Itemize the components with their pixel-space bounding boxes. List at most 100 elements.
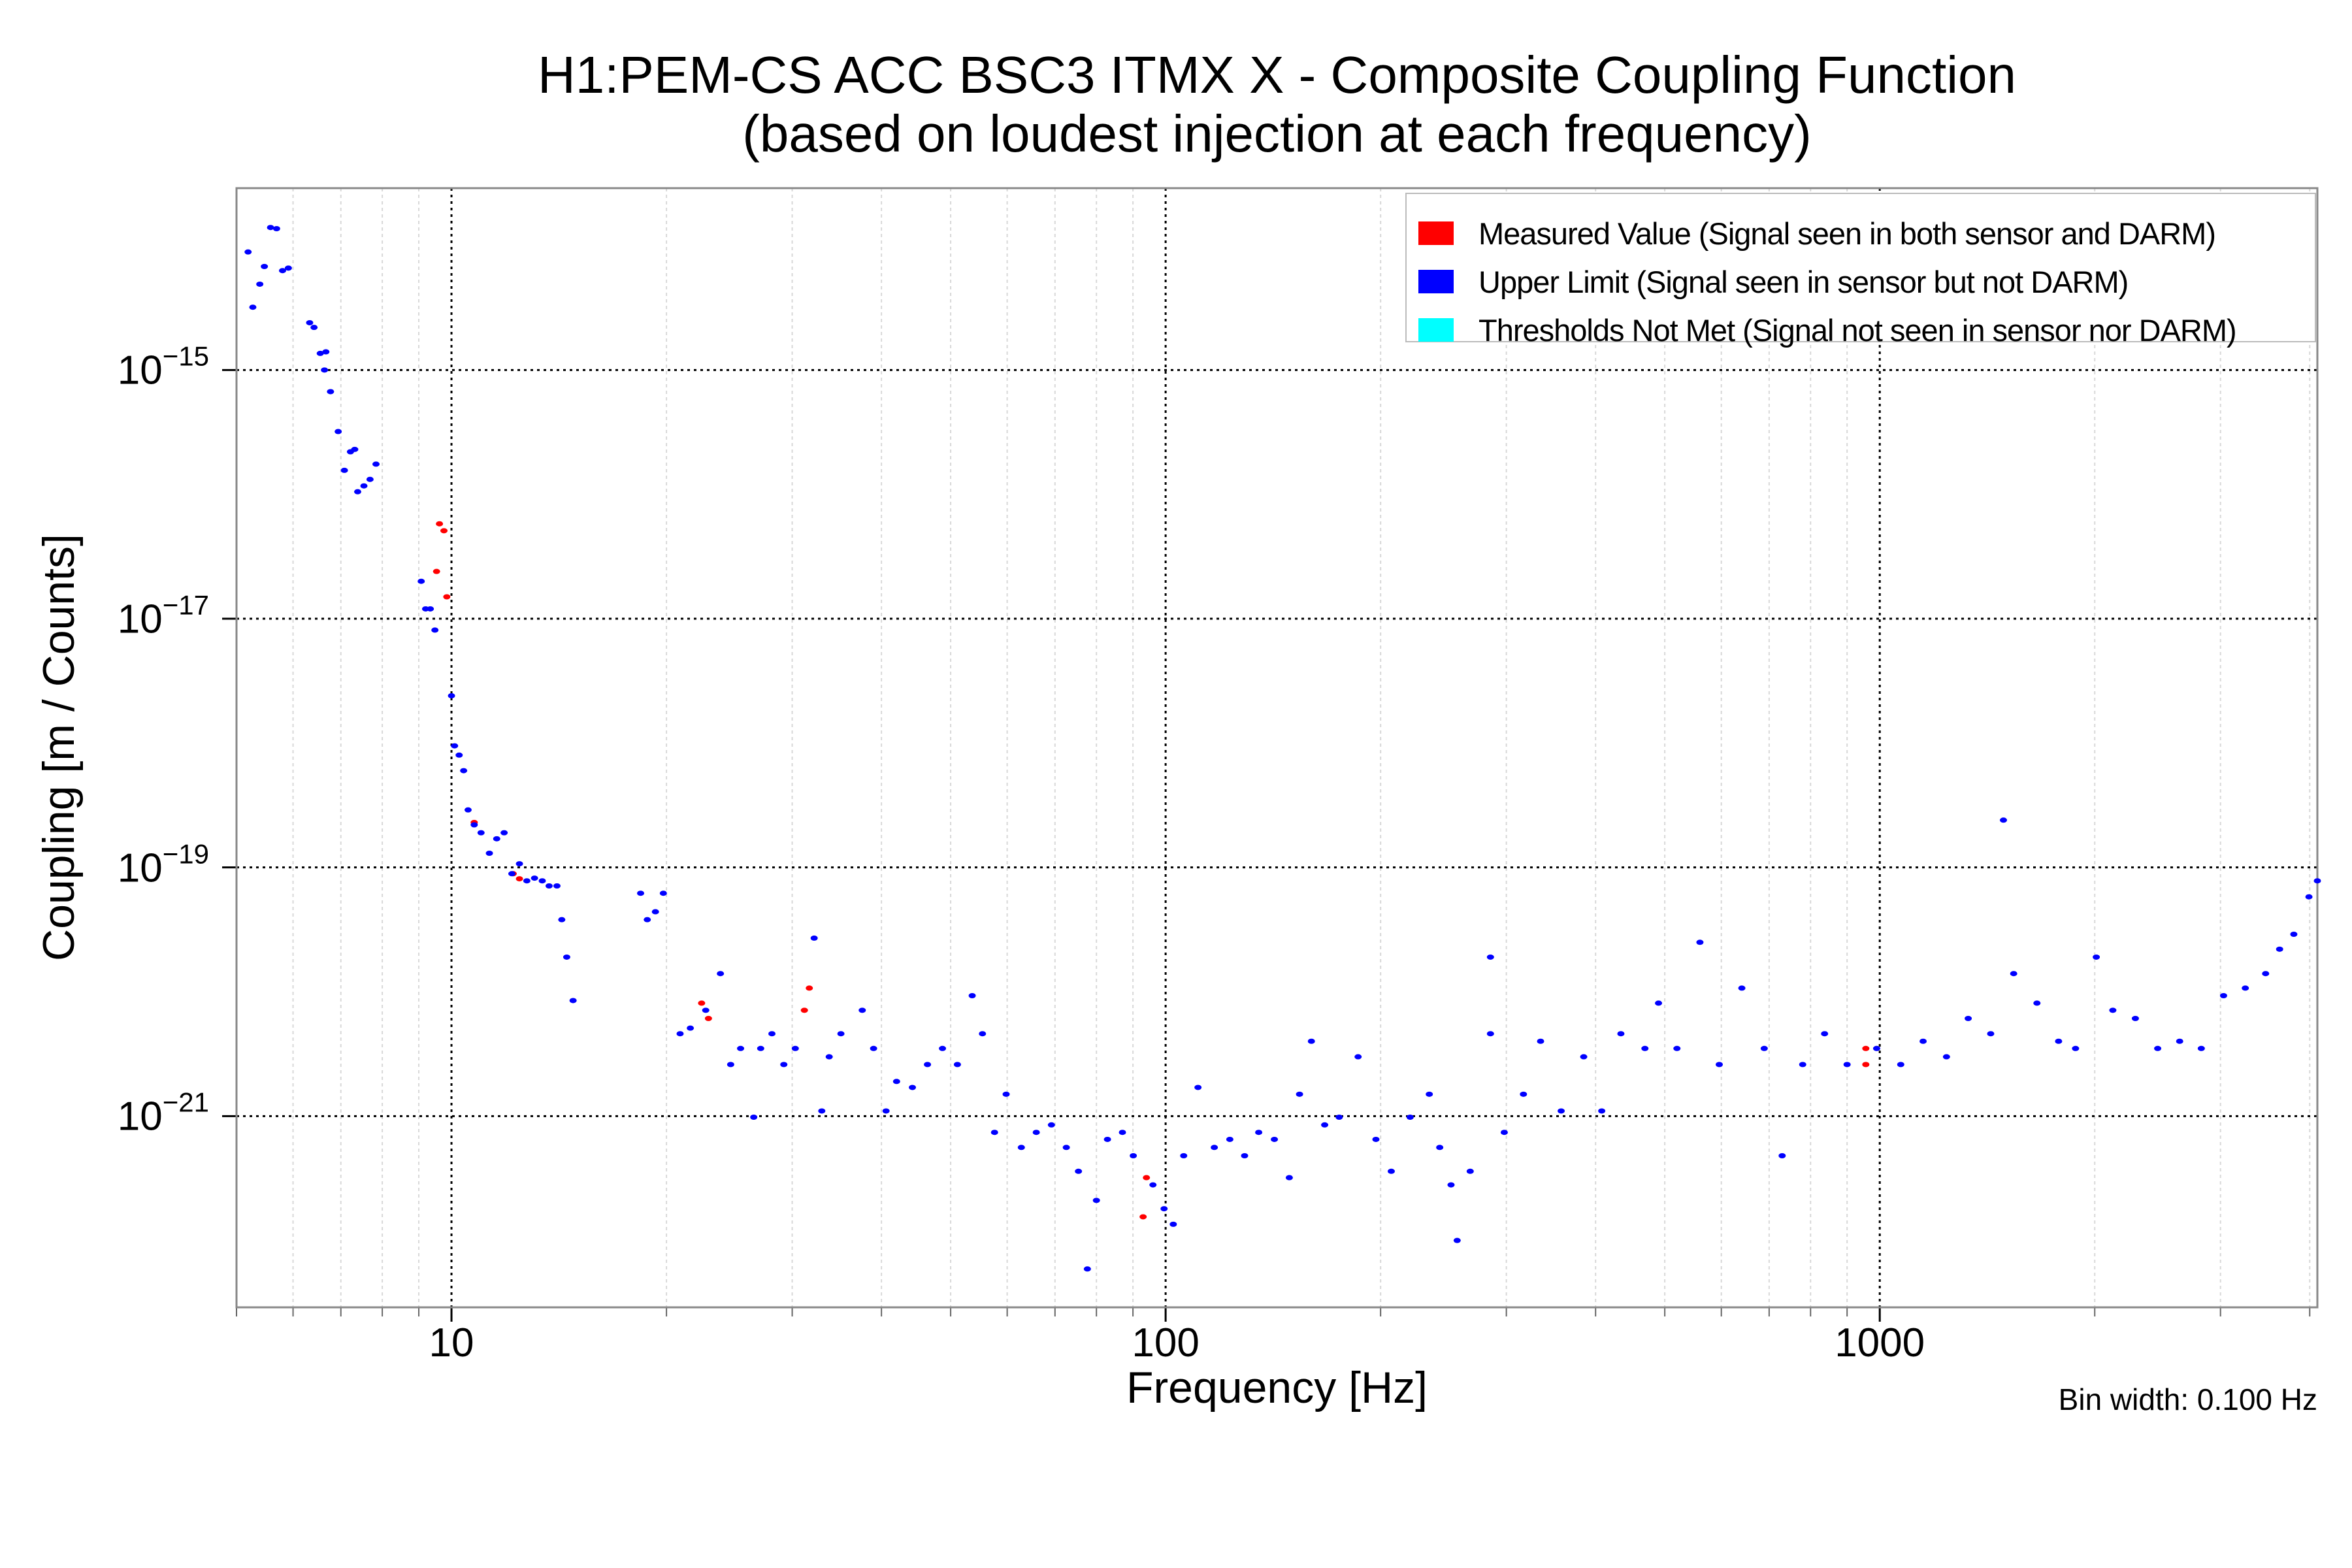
data-point-series-1 — [2197, 1045, 2205, 1051]
data-point-series-1 — [531, 875, 538, 881]
data-point-series-1 — [340, 467, 348, 473]
data-point-series-1 — [1062, 1145, 1070, 1151]
data-point-series-1 — [637, 890, 645, 896]
data-point-series-1 — [909, 1085, 917, 1090]
data-point-series-1 — [1296, 1091, 1303, 1097]
data-point-series-1 — [455, 752, 463, 758]
data-point-series-1 — [968, 993, 976, 999]
data-point-series-0 — [1139, 1214, 1147, 1220]
y-tick-exp: −21 — [162, 1086, 209, 1118]
data-point-series-1 — [1211, 1145, 1218, 1151]
data-point-series-1 — [267, 225, 274, 231]
data-point-series-1 — [1897, 1062, 1904, 1068]
data-point-series-1 — [558, 917, 566, 923]
legend-label: Measured Value (Signal seen in both sens… — [1478, 216, 2216, 251]
data-point-series-1 — [1580, 1054, 1588, 1060]
x-axis-label: Frequency [Hz] — [1126, 1363, 1428, 1413]
y-tick-exp: −17 — [162, 589, 209, 621]
data-point-series-0 — [1862, 1062, 1870, 1068]
data-point-series-1 — [451, 743, 459, 749]
data-point-series-1 — [892, 1079, 900, 1085]
data-point-series-1 — [870, 1045, 877, 1051]
y-tick-base: 10 — [117, 845, 163, 891]
data-point-series-1 — [508, 871, 515, 877]
data-point-series-1 — [427, 606, 434, 612]
data-point-series-1 — [1486, 1031, 1494, 1037]
data-point-series-0 — [440, 528, 448, 534]
data-point-series-1 — [644, 917, 651, 923]
data-point-series-1 — [1307, 1038, 1315, 1044]
data-point-series-1 — [321, 367, 329, 373]
data-point-series-1 — [1716, 1062, 1723, 1068]
data-point-series-1 — [1500, 1130, 1508, 1135]
data-point-series-1 — [1799, 1062, 1806, 1068]
data-point-series-1 — [1241, 1153, 1249, 1159]
data-point-series-1 — [1641, 1045, 1649, 1051]
y-tick-label-1e-15: 10−15 — [118, 341, 209, 394]
data-point-series-1 — [727, 1062, 734, 1068]
data-point-series-1 — [1821, 1031, 1829, 1037]
data-point-series-0 — [704, 1015, 712, 1021]
data-point-series-1 — [1453, 1237, 1461, 1243]
data-point-series-1 — [953, 1062, 961, 1068]
data-point-series-1 — [750, 1115, 758, 1120]
data-point-series-1 — [1047, 1122, 1055, 1128]
data-point-series-1 — [2305, 894, 2313, 900]
data-point-series-1 — [651, 909, 659, 915]
data-point-series-1 — [1180, 1153, 1188, 1159]
legend-item-thresholds-not-met: Thresholds Not Met (Signal not seen in s… — [1418, 310, 2237, 350]
data-point-series-1 — [2093, 954, 2100, 960]
data-point-series-1 — [249, 304, 257, 310]
chart-title: H1:PEM-CS ACC BSC3 ITMX X - Composite Co… — [537, 46, 2016, 104]
data-point-series-1 — [261, 263, 269, 269]
data-point-series-1 — [335, 429, 342, 434]
data-point-series-1 — [316, 350, 324, 356]
data-point-series-1 — [702, 1007, 710, 1013]
data-point-series-1 — [1965, 1015, 1972, 1021]
data-point-series-1 — [1843, 1062, 1851, 1068]
data-point-series-1 — [1130, 1153, 1137, 1159]
data-point-series-1 — [858, 1007, 866, 1013]
data-point-series-1 — [1436, 1145, 1444, 1151]
data-point-series-1 — [2131, 1015, 2139, 1021]
data-point-series-0 — [1143, 1175, 1151, 1181]
data-point-series-1 — [1194, 1085, 1202, 1090]
data-point-series-1 — [1103, 1136, 1111, 1142]
data-point-series-1 — [939, 1045, 947, 1051]
data-point-series-1 — [1271, 1136, 1279, 1142]
data-point-series-1 — [2033, 1000, 2041, 1006]
y-tick-base: 10 — [117, 1094, 163, 1139]
data-point-series-1 — [1372, 1136, 1380, 1142]
data-point-series-1 — [284, 265, 292, 271]
legend-swatch-cyan — [1418, 318, 1454, 342]
data-point-series-1 — [810, 935, 818, 941]
data-point-series-1 — [272, 225, 280, 231]
data-point-series-1 — [1673, 1045, 1681, 1051]
data-point-series-1 — [366, 476, 374, 482]
data-point-series-1 — [2154, 1045, 2162, 1051]
data-point-series-1 — [278, 268, 286, 274]
data-point-series-1 — [1160, 1206, 1168, 1212]
data-point-series-1 — [1092, 1198, 1100, 1203]
data-point-series-1 — [837, 1031, 845, 1037]
legend: Measured Value (Signal seen in both sens… — [1405, 193, 2316, 348]
data-point-series-1 — [2055, 1038, 2063, 1044]
data-point-series-1 — [353, 489, 361, 495]
data-point-series-1 — [351, 446, 359, 452]
data-point-series-1 — [500, 830, 508, 836]
data-point-series-1 — [322, 349, 330, 355]
data-point-series-1 — [553, 883, 561, 889]
data-point-series-1 — [1032, 1130, 1040, 1135]
plot-frame — [235, 187, 2319, 1309]
data-point-series-1 — [1537, 1038, 1544, 1044]
data-point-series-1 — [825, 1054, 833, 1060]
legend-label: Thresholds Not Met (Signal not seen in s… — [1478, 312, 2237, 348]
data-point-series-1 — [1255, 1130, 1263, 1135]
data-point-series-1 — [1466, 1168, 1474, 1174]
data-point-series-1 — [791, 1045, 799, 1051]
data-point-series-1 — [431, 627, 439, 633]
data-point-series-1 — [1617, 1031, 1625, 1037]
data-point-series-1 — [417, 578, 425, 584]
x-tick-label-100: 100 — [1132, 1320, 1200, 1365]
